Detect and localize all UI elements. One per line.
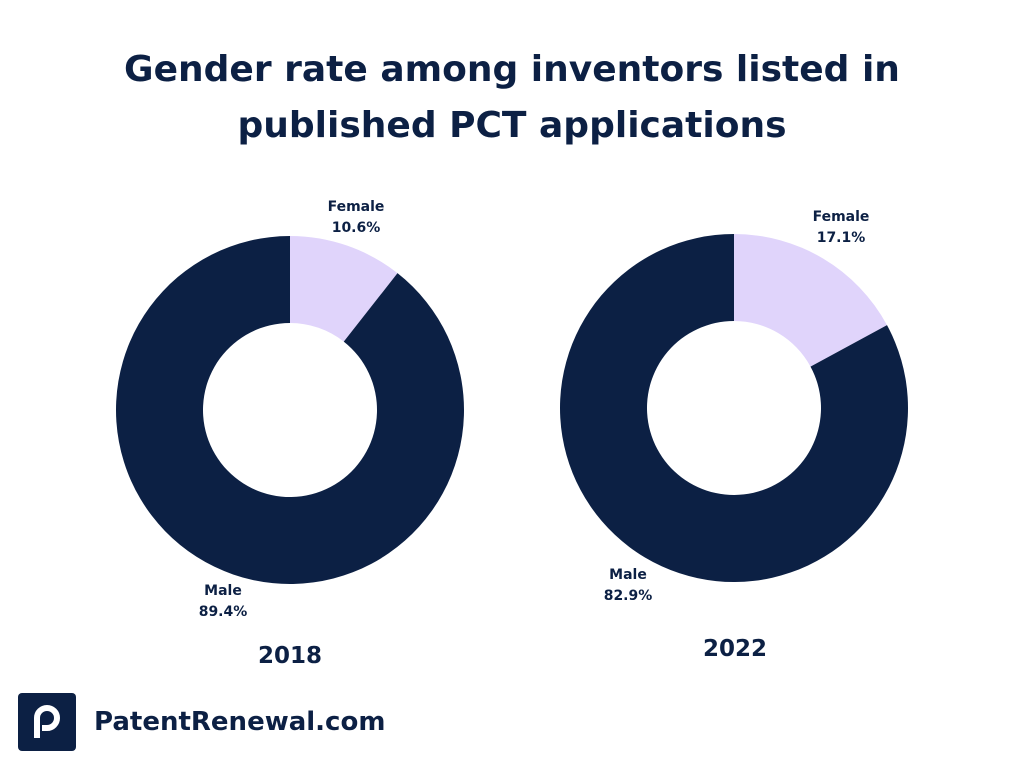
donut-chart-2018: Female 10.6% Male 89.4% 2018 [116,199,464,669]
p-letter-logo-icon [18,693,76,751]
label-2018-male-value: 89.4% [199,604,248,620]
brand-name: PatentRenewal.com [94,707,386,737]
slice-2022-male [560,234,908,582]
label-2018-male-name: Male [204,583,242,599]
chart-title-2022: 2022 [703,636,767,662]
page-title-line-1: Gender rate among inventors listed in [124,49,900,90]
label-2022-male-value: 82.9% [604,588,653,604]
label-2018-female-value: 10.6% [332,220,381,236]
slice-2018-female [290,236,398,342]
label-2022-female-name: Female [813,209,870,225]
page-title: Gender rate among inventors listed in pu… [0,42,1024,154]
slice-2022-female [734,234,888,367]
page-title-line-2: published PCT applications [237,105,787,146]
slice-2018-male [116,236,464,584]
donut-charts: Female 10.6% Male 89.4% 2018 Female 17.1… [116,199,908,669]
chart-title-2018: 2018 [258,643,322,669]
brand: PatentRenewal.com [18,692,385,752]
label-2022-female-value: 17.1% [817,230,866,246]
donut-chart-2022: Female 17.1% Male 82.9% 2022 [560,209,908,662]
label-2022-male-name: Male [609,567,647,583]
label-2018-female-name: Female [328,199,385,215]
